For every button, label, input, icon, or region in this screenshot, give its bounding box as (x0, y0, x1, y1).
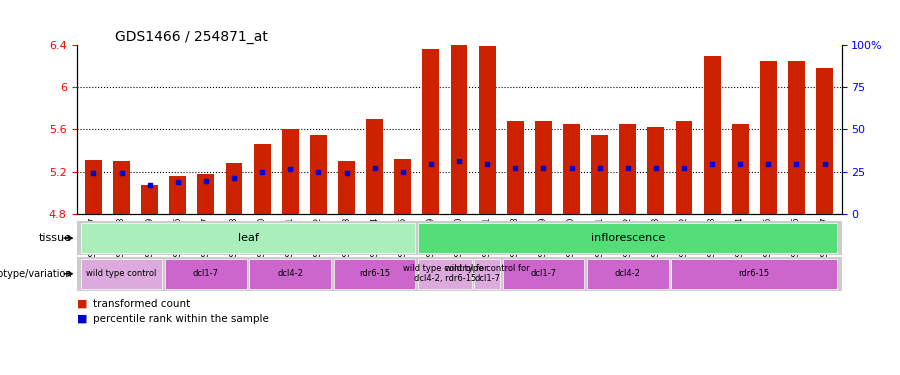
Text: rdr6-15: rdr6-15 (359, 269, 391, 278)
Bar (535, 121, 552, 214)
Bar (338, 161, 355, 214)
Bar (310, 135, 327, 214)
FancyBboxPatch shape (587, 259, 669, 289)
Bar (113, 161, 130, 214)
Text: dcl1-7: dcl1-7 (193, 269, 219, 278)
Bar (394, 159, 411, 214)
Text: wild type control for
dcl4-2, rdr6-15: wild type control for dcl4-2, rdr6-15 (402, 264, 487, 284)
Bar (282, 129, 299, 214)
FancyBboxPatch shape (502, 259, 584, 289)
FancyBboxPatch shape (474, 259, 500, 289)
Text: genotype/variation: genotype/variation (0, 269, 72, 279)
Text: dcl4-2: dcl4-2 (615, 269, 641, 278)
Text: ■: ■ (76, 299, 87, 309)
Bar (169, 176, 186, 214)
Bar (647, 127, 664, 214)
Text: rdr6-15: rdr6-15 (739, 269, 770, 278)
FancyBboxPatch shape (165, 259, 247, 289)
Text: inflorescence: inflorescence (590, 233, 665, 243)
Text: dcl1-7: dcl1-7 (530, 269, 556, 278)
Text: tissue: tissue (39, 233, 72, 243)
Bar (591, 135, 608, 214)
Text: wild type control for
dcl1-7: wild type control for dcl1-7 (445, 264, 529, 284)
FancyBboxPatch shape (334, 259, 416, 289)
Bar (704, 56, 721, 214)
Bar (788, 61, 805, 214)
Bar (85, 160, 102, 214)
Bar (619, 124, 636, 214)
Bar (451, 40, 467, 214)
Bar (422, 49, 439, 214)
Bar (254, 144, 271, 214)
Text: wild type control: wild type control (86, 269, 157, 278)
FancyBboxPatch shape (418, 259, 472, 289)
Bar (563, 124, 580, 214)
Bar (760, 61, 777, 214)
Bar (507, 121, 524, 214)
Text: transformed count: transformed count (93, 299, 190, 309)
Bar (197, 174, 214, 214)
Bar (676, 121, 692, 214)
Bar (479, 46, 496, 214)
FancyBboxPatch shape (249, 259, 331, 289)
Text: leaf: leaf (238, 233, 258, 243)
Text: GDS1466 / 254871_at: GDS1466 / 254871_at (115, 30, 267, 44)
FancyBboxPatch shape (81, 223, 416, 254)
Bar (732, 124, 749, 214)
FancyBboxPatch shape (418, 223, 837, 254)
FancyBboxPatch shape (671, 259, 837, 289)
Bar (816, 68, 833, 214)
Bar (366, 119, 383, 214)
Bar (226, 163, 242, 214)
Text: percentile rank within the sample: percentile rank within the sample (93, 314, 268, 324)
Text: dcl4-2: dcl4-2 (277, 269, 303, 278)
Bar (141, 185, 158, 214)
FancyBboxPatch shape (81, 259, 162, 289)
Text: ■: ■ (76, 314, 87, 324)
